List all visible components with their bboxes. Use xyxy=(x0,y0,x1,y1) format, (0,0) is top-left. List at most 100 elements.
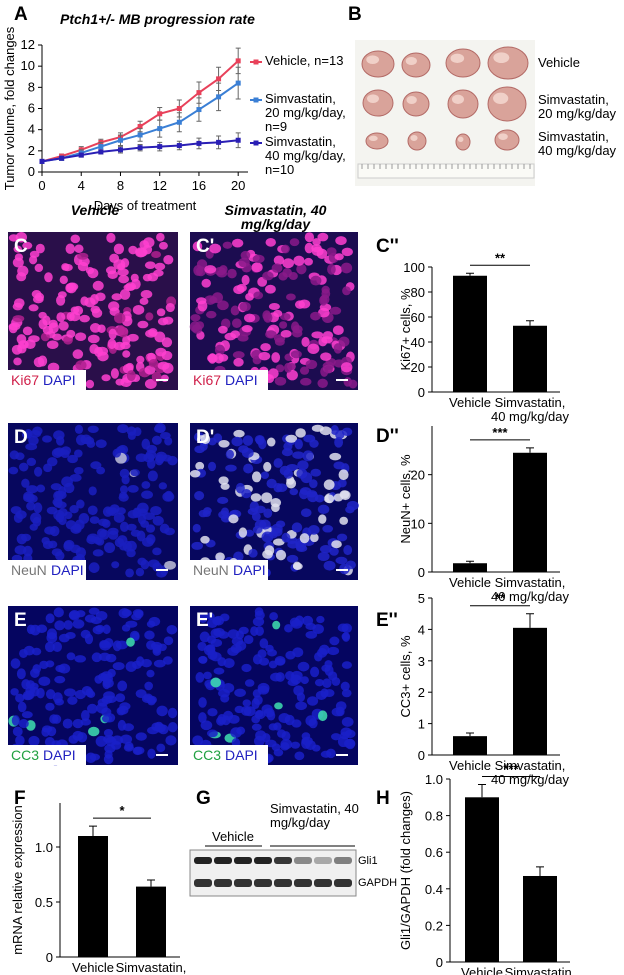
nucleus xyxy=(137,557,147,566)
point-marker xyxy=(216,139,222,145)
nucleus xyxy=(200,535,210,544)
nucleus xyxy=(69,473,82,482)
nucleus xyxy=(202,509,211,518)
nucleus xyxy=(12,726,23,737)
nucleus xyxy=(341,247,353,257)
nucleus xyxy=(90,461,102,470)
panel-label: E' xyxy=(196,610,214,631)
nucleus xyxy=(253,291,264,300)
nucleus xyxy=(22,326,33,336)
bar xyxy=(453,275,487,392)
panel-label: C xyxy=(14,236,28,257)
nucleus xyxy=(278,272,288,281)
nucleus xyxy=(291,670,303,681)
tumor xyxy=(401,52,431,78)
nucleus xyxy=(250,493,262,502)
nucleus xyxy=(44,736,55,748)
nucleus xyxy=(25,680,35,689)
nucleus xyxy=(282,258,294,269)
blot-band xyxy=(274,879,292,887)
nucleus xyxy=(232,238,244,248)
nucleus xyxy=(267,649,277,657)
nucleus xyxy=(258,657,270,666)
nucleus xyxy=(130,469,140,477)
panel-label: E xyxy=(14,610,27,631)
nucleus xyxy=(70,234,81,244)
nucleus xyxy=(16,668,26,680)
nucleus xyxy=(10,688,19,696)
stain-label-background xyxy=(8,560,86,580)
nucleus xyxy=(105,653,117,663)
y-tick-label: 0.2 xyxy=(425,918,443,933)
nucleus xyxy=(55,501,67,509)
nucleus xyxy=(52,641,62,652)
nucleus xyxy=(267,437,276,447)
y-tick-label: 10 xyxy=(411,516,425,531)
nucleus xyxy=(317,307,330,318)
nucleus xyxy=(296,692,306,702)
blot-background xyxy=(189,849,357,897)
y-tick-label: 0.4 xyxy=(425,882,443,897)
nucleus xyxy=(190,314,201,322)
stain-label-background xyxy=(8,745,86,765)
nucleus xyxy=(312,238,321,246)
nucleus xyxy=(42,325,54,335)
nucleus xyxy=(63,541,73,552)
nucleus xyxy=(11,715,20,726)
nucleus xyxy=(63,620,73,630)
nucleus xyxy=(295,701,307,711)
nucleus xyxy=(139,297,149,305)
point-marker xyxy=(39,158,45,164)
nucleus xyxy=(148,616,161,627)
y-tick-label: 1 xyxy=(418,717,425,732)
nucleus xyxy=(87,268,99,279)
nucleus xyxy=(66,652,76,661)
nucleus xyxy=(45,702,55,711)
nucleus xyxy=(206,612,215,621)
nucleus xyxy=(104,542,116,554)
nucleus xyxy=(294,751,305,761)
nucleus xyxy=(319,426,332,436)
nucleus xyxy=(92,280,104,291)
photo-row-label: Simvastatin, 40 mg/kg/day xyxy=(538,129,617,158)
nucleus xyxy=(252,525,263,534)
nucleus xyxy=(323,494,335,504)
tumor-highlight xyxy=(405,57,417,65)
nucleus xyxy=(279,321,288,329)
nucleus xyxy=(252,254,265,264)
nucleus xyxy=(218,631,230,639)
legend-label: Simvastatin, 40 mg/kg/day, n=10 xyxy=(265,134,346,177)
nucleus xyxy=(101,374,111,382)
nucleus xyxy=(137,513,146,525)
nucleus xyxy=(126,370,136,382)
nucleus xyxy=(293,255,305,266)
nucleus xyxy=(262,310,272,321)
nucleus xyxy=(147,696,156,706)
nucleus xyxy=(329,636,340,646)
nucleus xyxy=(233,357,244,367)
nucleus xyxy=(156,232,165,242)
nucleus xyxy=(336,533,348,542)
nucleus xyxy=(344,729,356,739)
nucleus xyxy=(331,733,341,741)
nucleus xyxy=(110,368,119,379)
nucleus xyxy=(198,655,208,664)
nucleus xyxy=(92,549,104,557)
tumor-highlight xyxy=(367,94,379,103)
band-label: GAPDH xyxy=(358,877,398,889)
nucleus xyxy=(158,482,168,490)
nucleus xyxy=(157,317,169,326)
nucleus xyxy=(332,325,344,336)
nucleus xyxy=(101,673,113,684)
nucleus xyxy=(18,719,29,729)
nucleus xyxy=(233,429,245,438)
nucleus xyxy=(244,313,256,323)
nucleus xyxy=(101,707,112,717)
significance-label: *** xyxy=(492,425,508,440)
nucleus xyxy=(147,748,156,759)
legend-marker xyxy=(253,59,259,65)
nucleus xyxy=(196,297,207,305)
nucleus xyxy=(13,245,22,253)
nucleus xyxy=(214,353,224,364)
significance-label: *** xyxy=(503,761,519,776)
